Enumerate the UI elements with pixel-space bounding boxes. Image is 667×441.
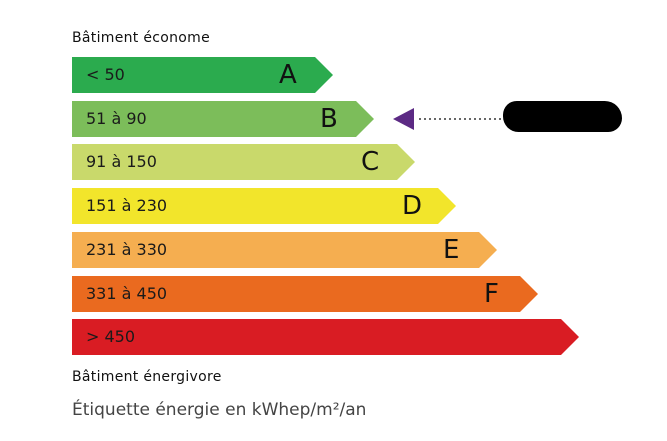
class-range: < 50 [86, 65, 125, 84]
class-bar [72, 144, 415, 181]
class-letter: E [443, 234, 460, 265]
energy-class-F: 331 à 450 F [72, 275, 538, 312]
energy-class-A: < 50 A [72, 57, 333, 93]
energy-class-D: 151 à 230 D [72, 188, 456, 225]
class-range: > 450 [86, 327, 136, 347]
class-bar [72, 231, 497, 268]
energy-class-C: 91 à 150 C [72, 144, 415, 181]
class-bar [72, 57, 333, 93]
indicator-arrow-icon [393, 108, 501, 130]
class-letter: B [320, 103, 338, 134]
class-letter: C [361, 147, 380, 178]
class-range: 151 à 230 [86, 196, 168, 216]
class-letter: D [402, 191, 423, 222]
unit-label: Étiquette énergie en kWhep/m²/an [72, 400, 367, 420]
class-letter: A [279, 60, 297, 90]
class-range: 331 à 450 [86, 283, 168, 303]
energy-class-G: > 450 [72, 319, 579, 356]
class-bar [72, 100, 374, 137]
class-bar [72, 275, 538, 312]
class-range: 91 à 150 [86, 152, 157, 172]
top-label: Bâtiment économe [72, 30, 210, 46]
bottom-label: Bâtiment énergivore [72, 369, 222, 385]
class-range: 231 à 330 [86, 239, 168, 259]
energy-class-E: 231 à 330 E [72, 231, 497, 268]
energy-class-B: 51 à 90 B [72, 100, 374, 137]
class-range: 51 à 90 [86, 108, 147, 128]
class-bar [72, 319, 579, 356]
class-letter: F [484, 278, 499, 309]
class-bar [72, 188, 456, 225]
redacted-value [503, 101, 622, 132]
